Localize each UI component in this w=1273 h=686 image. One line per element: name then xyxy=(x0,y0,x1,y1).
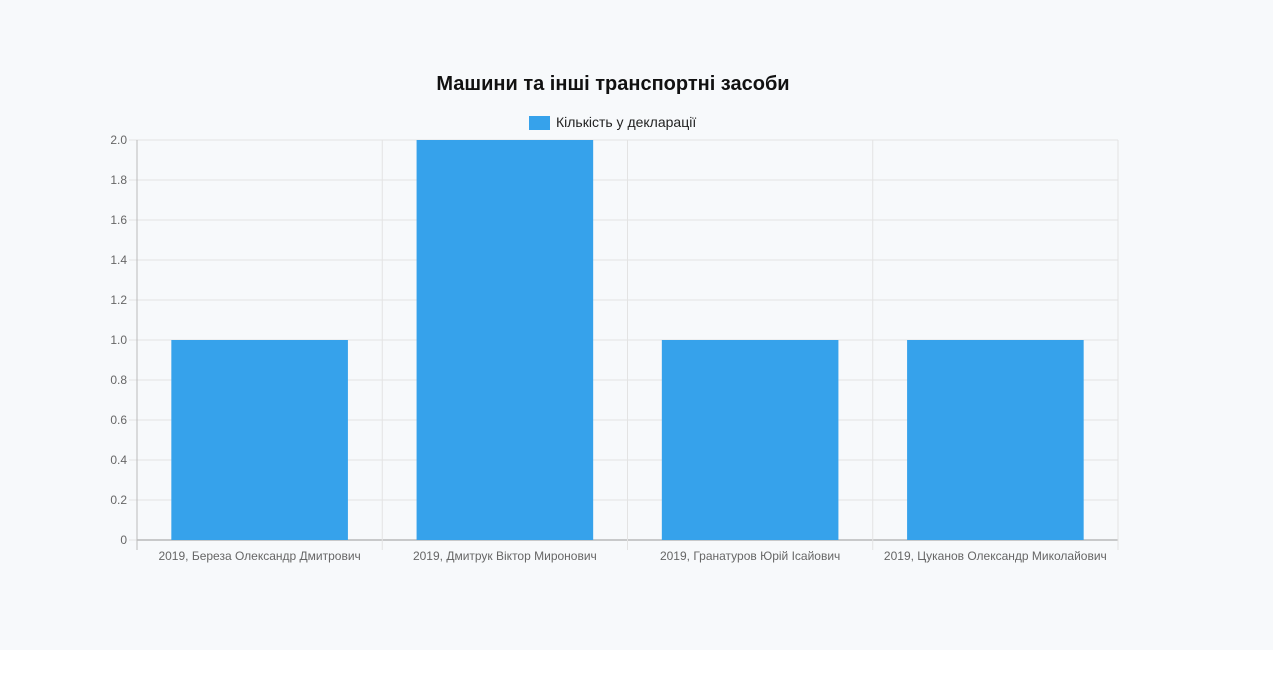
bar[interactable] xyxy=(171,340,348,540)
axes: 0 0.2 0.4 0.6 0.8 1.0 1.2 1.4 1.6 1.8 2.0 2019, Бер… xyxy=(110,133,1107,563)
y-tick-label: 1.8 xyxy=(110,173,127,187)
bar[interactable] xyxy=(661,340,839,540)
legend-label: Кількість у декларації xyxy=(556,114,696,130)
y-tick-label: 0.8 xyxy=(110,373,127,387)
bars xyxy=(171,140,1084,540)
y-tick-label: 1.2 xyxy=(110,293,127,307)
chart-title: Машини та інші транспортні засоби xyxy=(436,73,789,95)
x-tick-label: 2019, Гранатуров Юрій Ісайович xyxy=(660,549,840,563)
bar[interactable] xyxy=(907,340,1084,540)
y-tick-label: 0.4 xyxy=(110,453,127,467)
y-tick-label: 1.0 xyxy=(110,333,127,347)
y-tick-label: 1.6 xyxy=(110,213,127,227)
x-tick-label: 2019, Береза Олександр Дмитрович xyxy=(158,549,360,563)
bar-chart: Машини та інші транспортні засоби Кількі… xyxy=(110,73,1119,563)
chart-panel: Машини та інші транспортні засоби Кількі… xyxy=(110,73,1119,563)
y-tick-label: 2.0 xyxy=(110,133,127,147)
legend-swatch xyxy=(529,116,550,130)
bar[interactable] xyxy=(416,140,594,540)
y-tick-label: 0 xyxy=(120,533,127,547)
x-tick-label: 2019, Дмитрук Віктор Миронович xyxy=(413,549,597,563)
x-tick-label: 2019, Цуканов Олександр Миколайович xyxy=(884,549,1107,563)
legend[interactable]: Кількість у декларації xyxy=(529,114,696,130)
y-tick-label: 0.6 xyxy=(110,413,127,427)
y-tick-label: 0.2 xyxy=(110,493,127,507)
y-tick-label: 1.4 xyxy=(110,253,127,267)
